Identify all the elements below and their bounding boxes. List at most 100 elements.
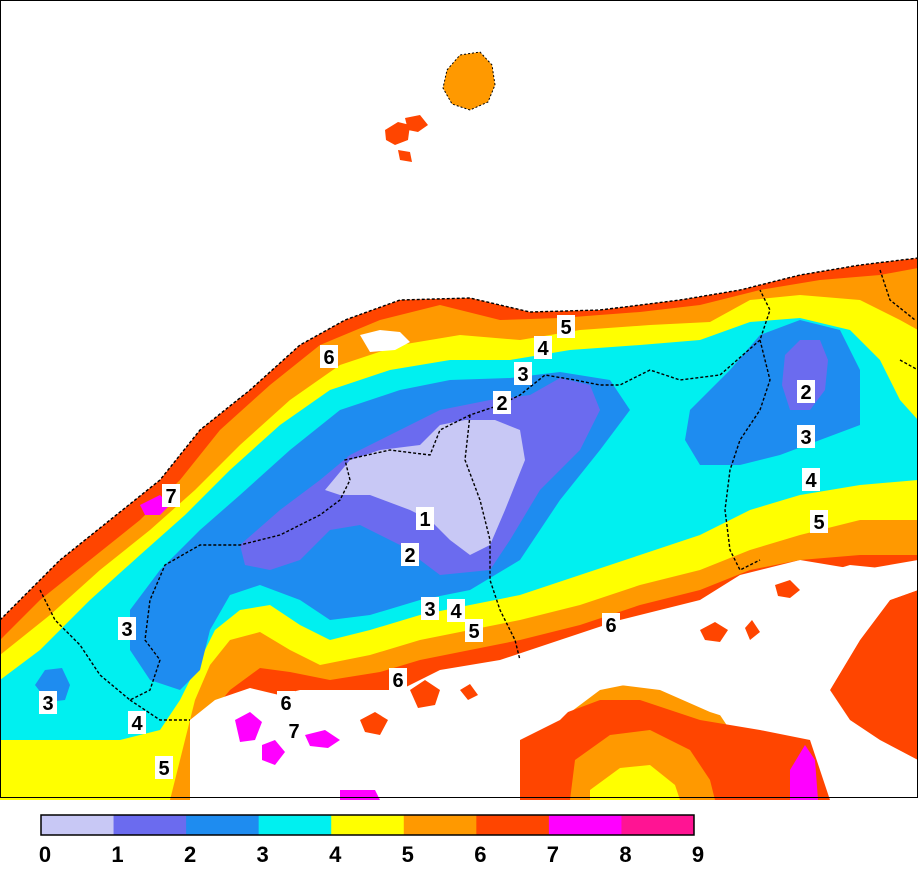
legend-tick-label: 3 xyxy=(257,842,269,867)
seto-sea-east xyxy=(620,565,918,735)
contour-label-bg xyxy=(797,380,815,403)
legend-swatch xyxy=(331,815,405,835)
contour-label: 5 xyxy=(465,619,483,643)
contour-label-text: 4 xyxy=(805,470,817,492)
contour-label-bg xyxy=(118,617,136,640)
legend-swatch xyxy=(548,815,622,835)
inland-sea xyxy=(190,330,918,800)
legend-tick-label: 4 xyxy=(329,842,342,867)
south-land xyxy=(340,590,918,800)
legend-swatch xyxy=(476,815,550,835)
contour-label: 2 xyxy=(797,380,815,404)
contour-label: 3 xyxy=(118,617,136,641)
contour-label-text: 4 xyxy=(450,601,462,623)
north-bay xyxy=(360,330,410,352)
legend-tick-label: 5 xyxy=(402,842,414,867)
oki-dozen-islands xyxy=(385,115,428,162)
contour-label-bg xyxy=(128,711,146,734)
contour-label-text: 3 xyxy=(517,364,528,386)
legend-tick-label: 8 xyxy=(619,842,631,867)
magenta-islands xyxy=(235,712,340,765)
contour-label-bg xyxy=(797,425,815,448)
shikoku-north-islands xyxy=(360,580,800,735)
contour-label-text: 3 xyxy=(800,427,811,449)
contour-label: 3 xyxy=(39,691,57,715)
mainland-color-bands xyxy=(0,258,918,800)
contour-label-text: 7 xyxy=(165,486,176,508)
legend-swatch xyxy=(403,815,477,835)
legend-swatch xyxy=(113,815,187,835)
contour-label-text: 5 xyxy=(813,512,824,534)
contour-label-bg xyxy=(162,484,180,507)
legend-frame xyxy=(40,814,695,836)
contour-label: 5 xyxy=(810,510,828,534)
contour-label: 4 xyxy=(534,336,552,360)
contour-label-bg xyxy=(416,507,434,530)
legend-swatch xyxy=(258,815,332,835)
contour-label: 7 xyxy=(162,484,180,508)
contour-label-bg xyxy=(802,468,820,491)
contour-label-text: 6 xyxy=(323,347,334,369)
border-tottori-okayama xyxy=(724,339,771,571)
legend-svg: 0 1 2 3 4 5 6 7 8 9 xyxy=(39,814,704,867)
contour-label: 1 xyxy=(416,507,434,531)
shikoku-magenta xyxy=(790,745,818,800)
contour-label-bg xyxy=(447,599,465,622)
contour-label-text: 2 xyxy=(800,382,811,404)
legend-tick-label: 7 xyxy=(547,842,559,867)
legend: 0 1 2 3 4 5 6 7 8 9 xyxy=(0,806,918,870)
contour-label-bg xyxy=(401,543,419,566)
contour-label-text: 7 xyxy=(288,721,299,743)
contour-label-text: 6 xyxy=(392,670,403,692)
contour-label: 6 xyxy=(320,345,338,369)
contour-label-bg xyxy=(421,597,439,620)
contour-label: 4 xyxy=(802,468,820,492)
legend-tick-label: 6 xyxy=(474,842,486,867)
contour-label: 6 xyxy=(277,691,295,715)
contour-label-bg xyxy=(39,691,57,714)
border-coastline xyxy=(0,257,918,621)
contour-label-text: 5 xyxy=(158,758,169,780)
contour-label-bg xyxy=(389,668,407,691)
contour-label-text: 4 xyxy=(537,338,549,360)
contour-label: 2 xyxy=(401,543,419,567)
contour-label: 7 xyxy=(285,719,303,743)
contour-label-text: 3 xyxy=(121,619,132,641)
contour-label-text: 2 xyxy=(404,545,415,567)
contour-label: 6 xyxy=(389,668,407,692)
contour-label: 3 xyxy=(421,597,439,621)
legend-tick-label: 1 xyxy=(111,842,123,867)
contour-label-text: 3 xyxy=(42,693,53,715)
contour-label-bg xyxy=(557,315,575,338)
legend-tick-label: 0 xyxy=(39,842,51,867)
contour-label-bg xyxy=(285,719,303,742)
contour-label: 5 xyxy=(557,315,575,339)
contour-label-bg xyxy=(155,756,173,779)
legend-tick-label: 2 xyxy=(184,842,196,867)
contour-label-text: 5 xyxy=(468,621,479,643)
legend-tick-label: 9 xyxy=(692,842,704,867)
contour-label-bg xyxy=(493,391,511,414)
contour-label-text: 4 xyxy=(131,713,143,735)
contour-label-text: 5 xyxy=(560,317,571,339)
legend-swatch xyxy=(621,815,695,835)
contour-label-text: 2 xyxy=(496,393,507,415)
legend-swatch xyxy=(186,815,260,835)
seto-sea-west xyxy=(190,655,590,800)
contour-label-text: 6 xyxy=(280,693,291,715)
contour-label: 3 xyxy=(797,425,815,449)
band-1-2-east xyxy=(782,340,828,410)
contour-label-bg xyxy=(277,691,295,714)
contour-label-bg xyxy=(465,619,483,642)
contour-label-bg xyxy=(602,613,620,636)
contour-label-bg xyxy=(320,345,338,368)
prefecture-borders xyxy=(0,257,918,721)
contour-label: 3 xyxy=(514,362,532,386)
contour-label-bg xyxy=(810,510,828,533)
legend-tick-labels: 0 1 2 3 4 5 6 7 8 9 xyxy=(39,842,704,867)
contour-label: 6 xyxy=(602,613,620,637)
contour-label-bg xyxy=(534,336,552,359)
